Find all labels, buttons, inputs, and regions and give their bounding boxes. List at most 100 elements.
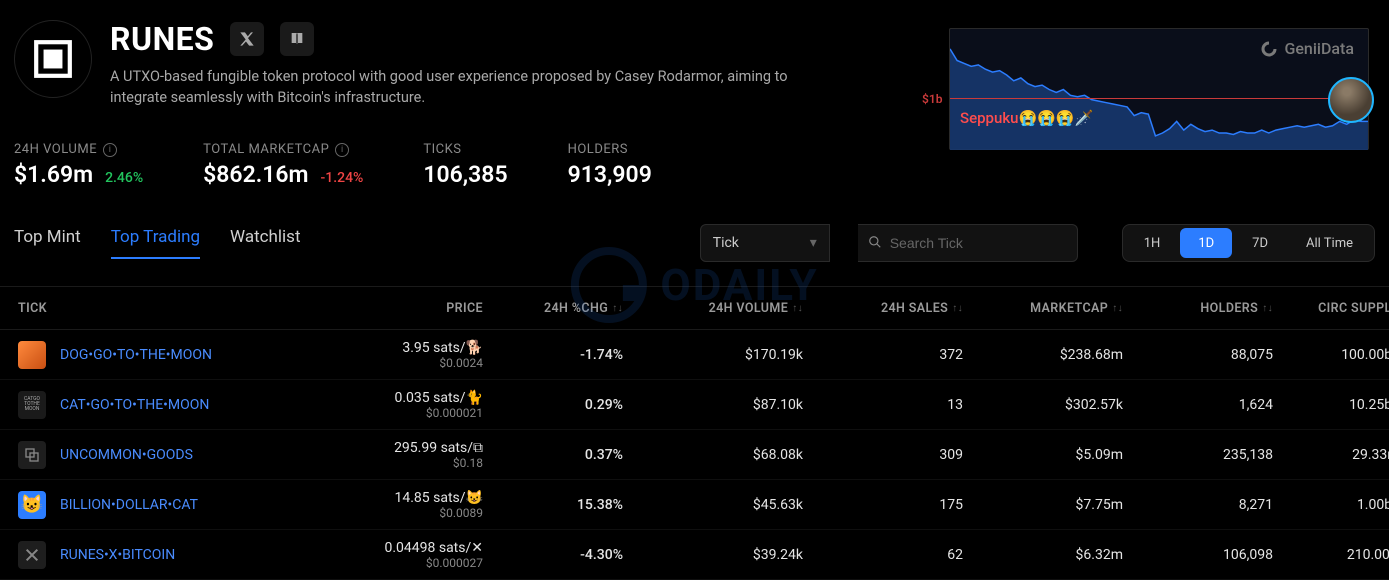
cell-volume: $39.24k — [623, 547, 803, 563]
stat-value: $862.16m -1.24% — [203, 161, 363, 188]
col-24h-sales[interactable]: 24H SALES ↑↓ — [803, 301, 963, 316]
page-title: RUNES — [110, 20, 214, 58]
col-holders[interactable]: HOLDERS ↑↓ — [1123, 301, 1273, 316]
cell-volume: $68.08k — [623, 447, 803, 463]
range-1d[interactable]: 1D — [1180, 228, 1232, 258]
cell-price: 14.85 sats/😺 $0.0089 — [323, 490, 483, 520]
docs-icon[interactable] — [280, 22, 314, 56]
table-row[interactable]: UNCOMMON•GOODS 295.99 sats/⧉ $0.18 0.37%… — [0, 430, 1389, 480]
chart-annotation: Seppuku😭😭😭🗡️ — [960, 109, 1093, 127]
stat-change: -1.24% — [321, 170, 364, 186]
cell-mcap: $6.32m — [963, 547, 1123, 563]
table-row[interactable]: 😺 BILLION•DOLLAR•CAT 14.85 sats/😺 $0.008… — [0, 480, 1389, 530]
cell-price: 0.035 sats/🐈 $0.000021 — [323, 390, 483, 420]
x-social-icon[interactable] — [230, 22, 264, 56]
time-range: 1H1D7DAll Time — [1122, 224, 1375, 262]
chart-avatar — [1328, 77, 1374, 123]
chart-threshold-line — [950, 98, 1368, 99]
cell-mcap: $5.09m — [963, 447, 1123, 463]
cell-volume: $87.10k — [623, 397, 803, 413]
cell-mcap: $238.68m — [963, 347, 1123, 363]
stat-value: 106,385 — [423, 161, 507, 188]
cell-change: 0.37% — [483, 447, 623, 463]
cell-change: -4.30% — [483, 547, 623, 563]
stat-24h-volume: 24H VOLUME i $1.69m 2.46% — [14, 142, 143, 188]
range-all-time[interactable]: All Time — [1288, 228, 1371, 258]
tick-icon — [18, 341, 46, 369]
range-7d[interactable]: 7D — [1234, 228, 1286, 258]
stat-label: TICKS — [423, 142, 507, 157]
sort-icon: ↑↓ — [1262, 305, 1273, 312]
tick-icon — [18, 441, 46, 469]
cell-supply: 29.33m ⧉ — [1273, 447, 1389, 463]
cell-supply: 100.00b 🐕 — [1273, 347, 1389, 363]
cell-sales: 62 — [803, 547, 963, 563]
col-price[interactable]: PRICE — [323, 301, 483, 316]
cell-price: 3.95 sats/🐕 $0.0024 — [323, 340, 483, 370]
tick-icon: CATGO TOTHE MOON — [18, 391, 46, 419]
chevron-down-icon: ▾ — [810, 235, 817, 251]
stat-change: 2.46% — [105, 170, 143, 186]
header: RUNES A UTXO-based fungible token protoc… — [0, 0, 1389, 108]
tab-top-mint[interactable]: Top Mint — [14, 227, 81, 259]
range-1h[interactable]: 1H — [1126, 228, 1179, 258]
runes-logo — [14, 20, 92, 98]
cell-price: 0.04498 sats/✕ $0.000027 — [323, 540, 483, 570]
tick-icon: 😺 — [18, 491, 46, 519]
cell-change: -1.74% — [483, 347, 623, 363]
col-24h-chg[interactable]: 24H %CHG ↑↓ — [483, 301, 623, 316]
stat-holders: HOLDERS 913,909 — [568, 142, 652, 188]
table-header: TICKPRICE24H %CHG ↑↓24H VOLUME ↑↓24H SAL… — [0, 286, 1389, 330]
tab-watchlist[interactable]: Watchlist — [230, 227, 300, 259]
tick-name[interactable]: UNCOMMON•GOODS — [60, 447, 193, 463]
col-circ-supply[interactable]: CIRC SUPPLY ↑↓ — [1273, 301, 1389, 316]
cell-holders: 8,271 — [1123, 497, 1273, 513]
col-24h-volume[interactable]: 24H VOLUME ↑↓ — [623, 301, 803, 316]
sort-icon: ↑↓ — [952, 305, 963, 312]
tick-name[interactable]: BILLION•DOLLAR•CAT — [60, 497, 198, 513]
cell-mcap: $7.75m — [963, 497, 1123, 513]
cell-holders: 88,075 — [1123, 347, 1273, 363]
cell-sales: 372 — [803, 347, 963, 363]
tick-icon — [18, 541, 46, 569]
stat-label: 24H VOLUME i — [14, 142, 143, 157]
col-tick[interactable]: TICK — [18, 301, 323, 316]
table-row[interactable]: CATGO TOTHE MOON CAT•GO•TO•THE•MOON 0.03… — [0, 380, 1389, 430]
search-icon — [868, 234, 882, 253]
ticks-table: TICKPRICE24H %CHG ↑↓24H VOLUME ↑↓24H SAL… — [0, 286, 1389, 580]
tick-name[interactable]: RUNES•X•BITCOIN — [60, 547, 175, 563]
tick-type-dropdown[interactable]: Tick ▾ — [700, 224, 830, 262]
stat-value: $1.69m 2.46% — [14, 161, 143, 188]
cell-holders: 106,098 — [1123, 547, 1273, 563]
page-subtitle: A UTXO-based fungible token protocol wit… — [110, 66, 810, 108]
cell-change: 15.38% — [483, 497, 623, 513]
table-row[interactable]: DOG•GO•TO•THE•MOON 3.95 sats/🐕 $0.0024 -… — [0, 330, 1389, 380]
stat-total-marketcap: TOTAL MARKETCAP i $862.16m -1.24% — [203, 142, 363, 188]
cell-holders: 1,624 — [1123, 397, 1273, 413]
cell-change: 0.29% — [483, 397, 623, 413]
controls-row: Top Mint Top Trading Watchlist Tick ▾ 1H1D… — [0, 188, 1389, 262]
cell-sales: 175 — [803, 497, 963, 513]
cell-supply: 210.00b ✕ — [1273, 547, 1389, 563]
cell-price: 295.99 sats/⧉ $0.18 — [323, 440, 483, 470]
tick-name[interactable]: DOG•GO•TO•THE•MOON — [60, 347, 212, 363]
cell-supply: 10.25b 🐈 — [1273, 397, 1389, 413]
info-icon[interactable]: i — [103, 143, 117, 157]
search-box[interactable] — [858, 224, 1078, 262]
info-icon[interactable]: i — [335, 143, 349, 157]
stat-ticks: TICKS 106,385 — [423, 142, 507, 188]
cell-sales: 309 — [803, 447, 963, 463]
marketcap-chart: $1b GeniiData Seppuku😭😭😭🗡️ — [949, 28, 1369, 150]
cell-holders: 235,138 — [1123, 447, 1273, 463]
tab-top-trading[interactable]: Top Trading — [111, 227, 200, 259]
sort-icon: ↑↓ — [612, 305, 623, 312]
chart-brand: GeniiData — [1260, 39, 1354, 58]
cell-volume: $45.63k — [623, 497, 803, 513]
col-marketcap[interactable]: MARKETCAP ↑↓ — [963, 301, 1123, 316]
cell-supply: 1.00b 😺 — [1273, 497, 1389, 513]
stat-label: HOLDERS — [568, 142, 652, 157]
search-input[interactable] — [890, 235, 1071, 251]
table-row[interactable]: RUNES•X•BITCOIN 0.04498 sats/✕ $0.000027… — [0, 530, 1389, 580]
stat-value: 913,909 — [568, 161, 652, 188]
tick-name[interactable]: CAT•GO•TO•THE•MOON — [60, 397, 209, 413]
